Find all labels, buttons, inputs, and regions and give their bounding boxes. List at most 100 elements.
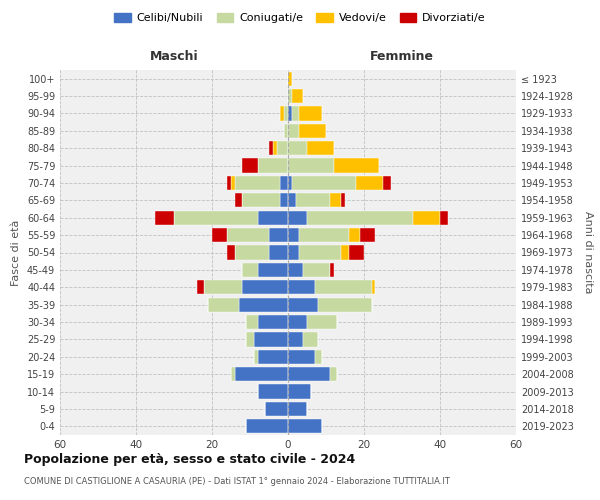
Bar [235, 193, 242, 208]
Text: Popolazione per età, sesso e stato civile - 2024: Popolazione per età, sesso e stato civil… [24, 452, 355, 466]
Bar [205, 280, 242, 294]
Bar [341, 193, 345, 208]
Bar [288, 228, 299, 242]
Bar [288, 106, 292, 120]
Bar [288, 315, 307, 329]
Bar [292, 176, 356, 190]
Bar [440, 210, 448, 225]
Bar [273, 141, 277, 156]
Bar [288, 298, 319, 312]
Bar [269, 228, 288, 242]
Bar [299, 124, 326, 138]
Bar [246, 419, 288, 434]
Bar [288, 176, 292, 190]
Bar [257, 384, 288, 398]
Bar [330, 367, 337, 382]
Bar [277, 141, 288, 156]
Bar [288, 280, 314, 294]
Bar [254, 350, 257, 364]
Bar [246, 332, 254, 346]
Bar [288, 332, 303, 346]
Bar [314, 350, 322, 364]
Bar [239, 298, 288, 312]
Bar [288, 124, 299, 138]
Bar [356, 176, 383, 190]
Bar [371, 280, 376, 294]
Bar [231, 176, 235, 190]
Bar [235, 246, 269, 260]
Bar [288, 210, 307, 225]
Bar [280, 106, 284, 120]
Bar [383, 176, 391, 190]
Bar [174, 210, 257, 225]
Bar [288, 246, 299, 260]
Bar [284, 124, 288, 138]
Bar [334, 158, 379, 172]
Bar [288, 367, 330, 382]
Bar [299, 228, 349, 242]
Bar [246, 315, 257, 329]
Bar [307, 315, 337, 329]
Legend: Celibi/Nubili, Coniugati/e, Vedovi/e, Divorziati/e: Celibi/Nubili, Coniugati/e, Vedovi/e, Di… [110, 8, 490, 28]
Bar [280, 176, 288, 190]
Bar [212, 228, 227, 242]
Bar [292, 89, 303, 103]
Bar [296, 193, 330, 208]
Bar [288, 263, 303, 277]
Y-axis label: Anni di nascita: Anni di nascita [583, 211, 593, 294]
Bar [269, 141, 273, 156]
Bar [269, 246, 288, 260]
Bar [242, 263, 257, 277]
Bar [288, 384, 311, 398]
Bar [288, 72, 292, 86]
Bar [288, 350, 314, 364]
Bar [197, 280, 205, 294]
Bar [299, 246, 341, 260]
Bar [360, 228, 376, 242]
Text: Maschi: Maschi [149, 50, 199, 63]
Bar [349, 246, 364, 260]
Bar [330, 193, 341, 208]
Bar [288, 141, 307, 156]
Y-axis label: Fasce di età: Fasce di età [11, 220, 21, 286]
Bar [257, 263, 288, 277]
Bar [227, 246, 235, 260]
Bar [292, 106, 299, 120]
Bar [413, 210, 440, 225]
Bar [257, 158, 288, 172]
Bar [288, 419, 322, 434]
Bar [303, 332, 319, 346]
Bar [208, 298, 239, 312]
Bar [235, 367, 288, 382]
Bar [254, 332, 288, 346]
Bar [265, 402, 288, 416]
Bar [288, 158, 334, 172]
Bar [284, 106, 288, 120]
Bar [299, 106, 322, 120]
Bar [242, 158, 257, 172]
Bar [257, 315, 288, 329]
Bar [341, 246, 349, 260]
Bar [288, 402, 307, 416]
Bar [242, 280, 288, 294]
Bar [314, 280, 371, 294]
Bar [155, 210, 174, 225]
Text: Femmine: Femmine [370, 50, 434, 63]
Bar [349, 228, 360, 242]
Bar [288, 89, 292, 103]
Bar [231, 367, 235, 382]
Text: COMUNE DI CASTIGLIONE A CASAURIA (PE) - Dati ISTAT 1° gennaio 2024 - Elaborazion: COMUNE DI CASTIGLIONE A CASAURIA (PE) - … [24, 478, 450, 486]
Bar [319, 298, 371, 312]
Bar [330, 263, 334, 277]
Bar [257, 210, 288, 225]
Bar [227, 176, 231, 190]
Bar [257, 350, 288, 364]
Bar [303, 263, 330, 277]
Bar [307, 141, 334, 156]
Bar [280, 193, 288, 208]
Bar [307, 210, 413, 225]
Bar [227, 228, 269, 242]
Bar [235, 176, 280, 190]
Bar [242, 193, 280, 208]
Bar [288, 193, 296, 208]
